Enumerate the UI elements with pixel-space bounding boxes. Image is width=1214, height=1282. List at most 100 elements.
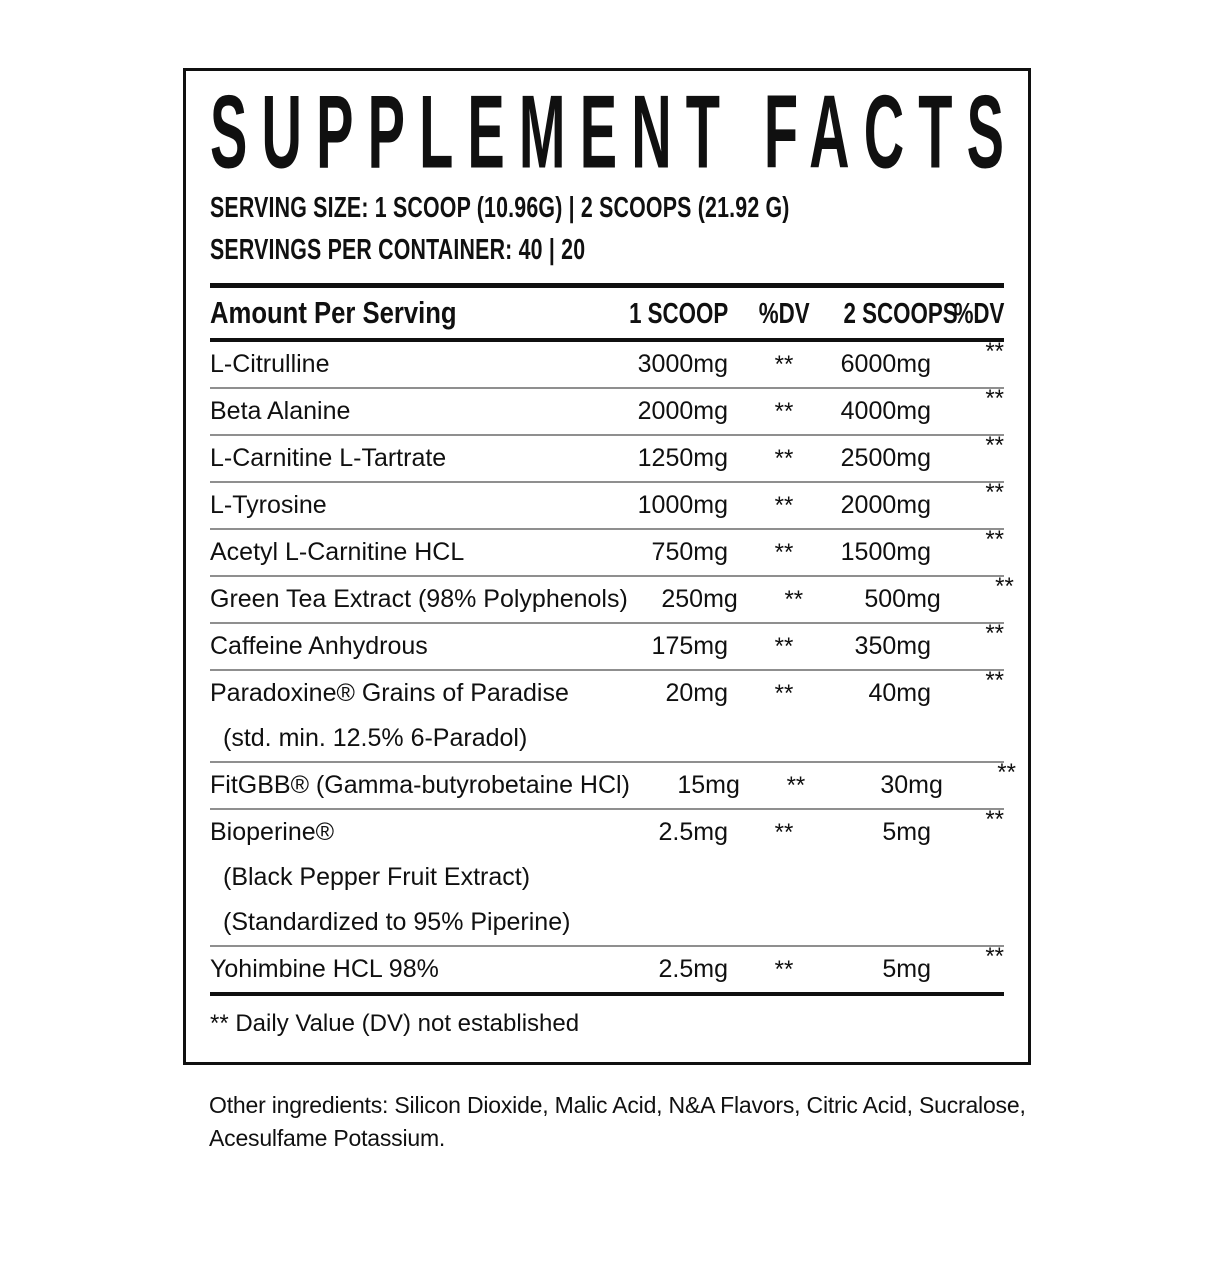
ingredient-row: FitGBB® (Gamma-butyrobetaine HCl) 15mg *… bbox=[210, 761, 1016, 808]
ingredient-row: L-Citrulline 3000mg ** 6000mg ** bbox=[210, 338, 1004, 387]
table-row: Acetyl L-Carnitine HCL 750mg ** 1500mg *… bbox=[210, 526, 1004, 577]
table-header-row: Amount Per Serving 1 SCOOP %DV 2 SCOOPS … bbox=[210, 288, 1004, 338]
dv-2scoops: ** bbox=[985, 526, 1004, 553]
ingredient-name: Bioperine® bbox=[210, 818, 335, 846]
dv-2scoops: ** bbox=[997, 759, 1016, 786]
divider-thick-under-header bbox=[210, 338, 1004, 342]
dv-1scoop: ** bbox=[784, 585, 804, 613]
dv-1scoop: ** bbox=[774, 818, 794, 846]
table-row: L-Carnitine L-Tartrate 1250mg ** 2500mg … bbox=[210, 432, 1004, 483]
dv-1scoop: ** bbox=[786, 771, 806, 799]
dv-2scoops: ** bbox=[985, 620, 1004, 647]
table-body: L-Citrulline 3000mg ** 6000mg ** Beta Al… bbox=[210, 338, 1016, 992]
ingredient-name: FitGBB® (Gamma-butyrobetaine HCl) bbox=[210, 771, 630, 799]
dv-2scoops: ** bbox=[985, 385, 1004, 412]
header-dv-2: %DV bbox=[953, 296, 1004, 329]
header-dv-1: %DV bbox=[758, 296, 810, 329]
amount-2scoops: 4000mg bbox=[840, 397, 931, 425]
dv-1scoop: ** bbox=[774, 955, 794, 983]
amount-1scoop: 750mg bbox=[651, 538, 728, 566]
header-1-scoop: 1 SCOOP bbox=[628, 296, 728, 329]
ingredient-row: Paradoxine® Grains of Paradise 20mg ** 4… bbox=[210, 667, 1004, 716]
label-wrap: SUPPLEMENT FACTS SERVING SIZE: 1 SCOOP (… bbox=[183, 68, 1031, 1155]
header-2-scoops: 2 SCOOPS bbox=[843, 296, 958, 329]
ingredient-name: Yohimbine HCL 98% bbox=[210, 955, 439, 983]
amount-1scoop: 2000mg bbox=[637, 397, 728, 425]
ingredient-name: Paradoxine® Grains of Paradise bbox=[210, 679, 569, 707]
amount-1scoop: 175mg bbox=[651, 632, 728, 660]
dv-2scoops: ** bbox=[985, 338, 1004, 365]
ingredient-subline: (Standardized to 95% Piperine) bbox=[223, 908, 571, 936]
dv-1scoop: ** bbox=[774, 679, 794, 707]
amount-1scoop: 2.5mg bbox=[658, 955, 728, 983]
ingredient-name: Acetyl L-Carnitine HCL bbox=[210, 538, 465, 566]
ingredient-name: L-Tyrosine bbox=[210, 491, 327, 519]
supplement-facts-panel: SUPPLEMENT FACTS SERVING SIZE: 1 SCOOP (… bbox=[183, 68, 1031, 1065]
amount-1scoop: 15mg bbox=[677, 771, 740, 799]
ingredient-row: Beta Alanine 2000mg ** 4000mg ** bbox=[210, 385, 1004, 434]
table-row: Yohimbine HCL 98% 2.5mg ** 5mg ** bbox=[210, 943, 1004, 992]
table-row: FitGBB® (Gamma-butyrobetaine HCl) 15mg *… bbox=[210, 761, 1016, 810]
dv-2scoops: ** bbox=[985, 806, 1004, 833]
panel-title-text: SUPPLEMENT FACTS bbox=[210, 89, 1004, 171]
divider-thick-top bbox=[210, 283, 1004, 288]
amount-1scoop: 1250mg bbox=[637, 444, 728, 472]
amount-1scoop: 250mg bbox=[661, 585, 738, 613]
panel-title: SUPPLEMENT FACTS bbox=[210, 89, 1004, 171]
amount-2scoops: 2000mg bbox=[840, 491, 931, 519]
ingredient-name: Green Tea Extract (98% Polyphenols) bbox=[210, 585, 628, 613]
dv-1scoop: ** bbox=[774, 632, 794, 660]
serving-size-text: SERVING SIZE: 1 SCOOP (10.96G) | 2 SCOOP… bbox=[210, 190, 790, 224]
table-row: L-Citrulline 3000mg ** 6000mg ** bbox=[210, 338, 1004, 389]
amount-1scoop: 3000mg bbox=[637, 350, 728, 378]
ingredient-row: Acetyl L-Carnitine HCL 750mg ** 1500mg *… bbox=[210, 526, 1004, 575]
ingredient-row: L-Tyrosine 1000mg ** 2000mg ** bbox=[210, 479, 1004, 528]
ingredient-name: Beta Alanine bbox=[210, 397, 351, 425]
servings-per-container-text: SERVINGS PER CONTAINER: 40 | 20 bbox=[210, 232, 586, 266]
amount-1scoop: 1000mg bbox=[637, 491, 728, 519]
table-row: Green Tea Extract (98% Polyphenols) 250m… bbox=[210, 575, 1014, 624]
dv-2scoops: ** bbox=[985, 943, 1004, 970]
header-amount-per-serving: Amount Per Serving bbox=[210, 295, 457, 330]
other-ingredients-text: Other ingredients: Silicon Dioxide, Mali… bbox=[209, 1092, 1026, 1151]
ingredient-row: Green Tea Extract (98% Polyphenols) 250m… bbox=[210, 575, 1014, 622]
dv-footnote: ** Daily Value (DV) not established bbox=[210, 1010, 580, 1037]
ingredient-row: Yohimbine HCL 98% 2.5mg ** 5mg ** bbox=[210, 943, 1004, 992]
table-row: L-Tyrosine 1000mg ** 2000mg ** bbox=[210, 479, 1004, 530]
ingredient-row: Caffeine Anhydrous 175mg ** 350mg ** bbox=[210, 620, 1004, 669]
dv-1scoop: ** bbox=[774, 491, 794, 519]
dv-2scoops: ** bbox=[985, 667, 1004, 694]
ingredient-name: L-Citrulline bbox=[210, 350, 330, 378]
dv-2scoops: ** bbox=[985, 432, 1004, 459]
divider-thick-bottom bbox=[210, 992, 1004, 996]
dv-1scoop: ** bbox=[774, 397, 794, 425]
amount-1scoop: 20mg bbox=[665, 679, 728, 707]
amount-1scoop: 2.5mg bbox=[658, 818, 728, 846]
table-row: Beta Alanine 2000mg ** 4000mg ** bbox=[210, 385, 1004, 436]
ingredient-row: Bioperine® 2.5mg ** 5mg ** bbox=[210, 806, 1004, 855]
dv-1scoop: ** bbox=[774, 350, 794, 378]
amount-2scoops: 30mg bbox=[880, 771, 943, 799]
dv-1scoop: ** bbox=[774, 444, 794, 472]
dv-1scoop: ** bbox=[774, 538, 794, 566]
amount-2scoops: 5mg bbox=[882, 818, 931, 846]
amount-2scoops: 2500mg bbox=[840, 444, 931, 472]
table-row: Bioperine® 2.5mg ** 5mg ** (Black Pepper… bbox=[210, 806, 1004, 947]
table-row: Caffeine Anhydrous 175mg ** 350mg ** bbox=[210, 620, 1004, 671]
table-row: Paradoxine® Grains of Paradise 20mg ** 4… bbox=[210, 667, 1004, 763]
amount-2scoops: 1500mg bbox=[840, 538, 931, 566]
dv-2scoops: ** bbox=[995, 573, 1014, 600]
ingredient-subline: (std. min. 12.5% 6-Paradol) bbox=[223, 724, 528, 752]
dv-2scoops: ** bbox=[985, 479, 1004, 506]
ingredient-name: L-Carnitine L-Tartrate bbox=[210, 444, 447, 472]
ingredient-row: L-Carnitine L-Tartrate 1250mg ** 2500mg … bbox=[210, 432, 1004, 481]
ingredient-subline: (Black Pepper Fruit Extract) bbox=[223, 863, 531, 891]
amount-2scoops: 350mg bbox=[854, 632, 931, 660]
amount-2scoops: 40mg bbox=[868, 679, 931, 707]
amount-2scoops: 6000mg bbox=[840, 350, 931, 378]
amount-2scoops: 5mg bbox=[882, 955, 931, 983]
serving-size-line: SERVING SIZE: 1 SCOOP (10.96G) | 2 SCOOP… bbox=[210, 187, 1004, 229]
servings-per-container-line: SERVINGS PER CONTAINER: 40 | 20 bbox=[210, 229, 1004, 271]
amount-2scoops: 500mg bbox=[864, 585, 941, 613]
ingredient-name: Caffeine Anhydrous bbox=[210, 632, 428, 660]
